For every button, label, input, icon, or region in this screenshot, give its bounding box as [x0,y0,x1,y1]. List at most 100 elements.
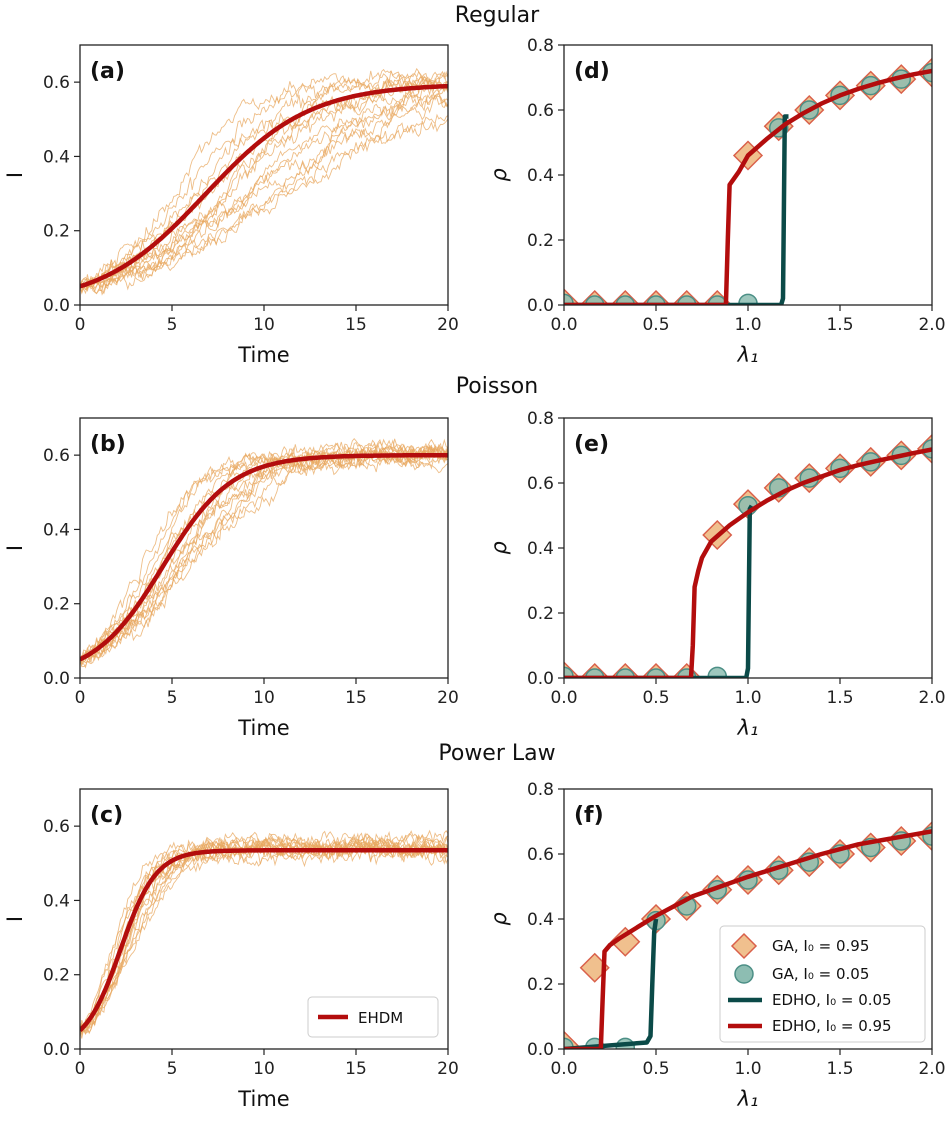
y-tick-label: 0.2 [527,604,554,624]
x-tick-label: 2.0 [918,315,945,335]
stochastic-trajectory [80,445,448,660]
y-tick-label: 0.6 [527,845,554,865]
y-tick-label: 0.4 [527,910,554,930]
x-tick-label: 20 [437,1059,459,1079]
y-tick-label: 0.2 [43,222,70,242]
x-tick-label: 15 [345,315,367,335]
edho-high-curve [564,68,932,305]
x-tick-label: 0.0 [550,688,577,708]
edho-low-curve [564,504,754,678]
panel-label: (e) [574,432,609,457]
x-tick-label: 1.5 [826,315,853,335]
panel-label: (b) [90,432,126,457]
panel-c: 0 5 10 15 20 0.0 0.2 0.4 0.6 Time I (c) EHDM [3,788,459,1111]
x-tick-label: 0 [75,1059,86,1079]
stochastic-trajectory [80,113,448,295]
y-tick-label: 0.4 [527,166,554,186]
x-tick-label: 10 [253,315,275,335]
x-tick-label: 0.0 [550,1059,577,1079]
legend: GA, I₀ = 0.95 GA, I₀ = 0.05 EDHO, I₀ = 0.0… [719,925,926,1043]
y-tick-label: 0.2 [527,231,554,251]
x-tick-label: 10 [253,1059,275,1079]
x-tick-label: 5 [167,688,178,708]
y-tick-label: 0.0 [43,669,70,689]
panel-f: 0.0 0.5 1.0 1.5 2.0 0.0 0.2 0.4 0.6 0.8 λ₁ ρ (f) GA, … [487,780,946,1111]
x-tick-label: 1.5 [826,688,853,708]
panel-a: 0 5 10 15 20 0.0 0.2 0.4 0.6 Time I (a) [3,44,459,367]
stochastic-trajectory [80,834,448,1031]
x-axis-label: λ₁ [737,343,759,367]
stochastic-trajectory [80,443,448,660]
y-tick-label: 0.8 [527,409,554,429]
y-tick-label: 0.0 [527,669,554,689]
y-tick-label: 0.6 [43,73,70,93]
x-tick-label: 5 [167,315,178,335]
y-axis-label: ρ [487,541,511,555]
x-axis-label: λ₁ [737,1087,759,1111]
ga-high-point [610,926,641,957]
stochastic-trajectory [80,446,448,667]
y-tick-label: 0.6 [527,101,554,121]
x-tick-label: 2.0 [918,1059,945,1079]
y-axis-label: I [3,172,27,178]
y-tick-label: 0.2 [527,975,554,995]
edho-low-curve [564,918,659,1049]
y-tick-label: 0.0 [43,1040,70,1060]
plot-area [80,829,448,1039]
x-axis-label: Time [237,1087,289,1111]
y-tick-label: 0.2 [43,966,70,986]
stochastic-trajectory [80,93,448,295]
y-tick-label: 0.4 [43,147,70,167]
x-tick-label: 0 [75,688,86,708]
x-axis-label: Time [237,343,289,367]
legend-ehdm-label: EHDM [358,1009,403,1027]
y-axis-label: ρ [487,168,511,182]
panel-e: 0.0 0.5 1.0 1.5 2.0 0.0 0.2 0.4 0.6 0.8 λ₁ ρ (e) [487,409,946,740]
legend-ga-high-swatch [730,932,758,960]
y-tick-label: 0.4 [43,520,70,540]
plot-area [564,821,932,1049]
y-tick-label: 0.8 [527,36,554,56]
stochastic-trajectory [80,118,448,288]
stochastic-trajectory [80,835,448,1039]
legend-label-1: GA, I₀ = 0.05 [772,965,869,983]
x-tick-label: 2.0 [918,688,945,708]
ehdm-curve [80,83,448,289]
x-tick-label: 15 [345,688,367,708]
stochastic-trajectory [80,442,448,662]
x-axis-label: Time [237,716,289,740]
y-tick-label: 0.4 [43,891,70,911]
panel-label: (d) [574,59,610,84]
y-axis-label: ρ [487,912,511,926]
y-tick-label: 0.0 [43,296,70,316]
x-tick-label: 0.0 [550,315,577,335]
row-title: Power Law [438,741,555,766]
panel-label: (a) [90,59,125,84]
stochastic-trajectory [80,76,448,289]
legend-label-0: GA, I₀ = 0.95 [772,937,869,955]
legend: EHDM [307,996,439,1038]
legend-box [307,996,439,1038]
x-tick-label: 0.5 [642,688,669,708]
stochastic-trajectory [80,448,448,661]
edho-high-curve [564,447,932,678]
stochastic-trajectory [80,72,448,293]
stochastic-trajectory [80,91,448,287]
x-tick-label: 0 [75,315,86,335]
y-axis-label: I [3,545,27,551]
ga-low-point [615,1037,636,1049]
y-tick-label: 0.4 [527,539,554,559]
x-tick-label: 0.5 [642,315,669,335]
y-tick-label: 0.6 [527,474,554,494]
stochastic-trajectory [80,443,448,661]
x-tick-label: 1.0 [734,688,761,708]
legend-label-2: EDHO, I₀ = 0.05 [772,991,892,1009]
legend-box [719,925,926,1043]
edho-low-curve [564,114,789,305]
edho-high-curve [564,829,932,1049]
x-tick-label: 1.5 [826,1059,853,1079]
x-tick-label: 20 [437,688,459,708]
plot-area [80,67,448,296]
row-title: Regular [455,3,540,28]
x-tick-label: 1.0 [734,315,761,335]
